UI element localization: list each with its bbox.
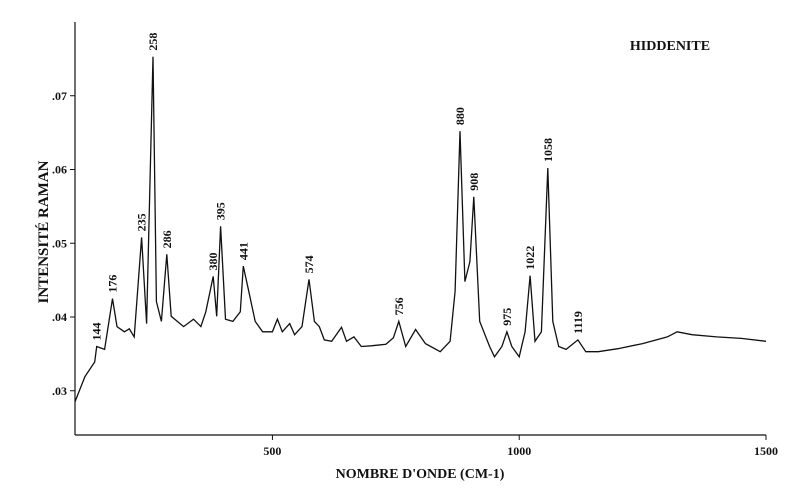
- peak-label: 258: [146, 33, 160, 51]
- peak-label: 176: [106, 275, 120, 293]
- x-axis-label: NOMBRE D'ONDE (CM-1): [336, 467, 505, 482]
- y-tick-label: .03: [52, 384, 67, 398]
- peak-label: 441: [236, 242, 250, 260]
- peak-label: 380: [206, 252, 220, 270]
- peak-label: 144: [90, 323, 104, 341]
- x-tick-label: 1000: [507, 444, 531, 458]
- peak-label: 756: [392, 297, 406, 315]
- peak-label: 880: [453, 107, 467, 125]
- y-tick-label: .06: [52, 163, 67, 177]
- peak-label: 975: [500, 308, 514, 326]
- peak-label: 395: [214, 202, 228, 220]
- x-tick-label: 500: [263, 444, 281, 458]
- peak-label: 1119: [571, 311, 585, 334]
- peak-label: 1022: [523, 246, 537, 270]
- y-axis-label: INTENSITÉ RAMAN: [35, 160, 52, 303]
- peak-label: 286: [160, 230, 174, 248]
- y-tick-label: .04: [52, 310, 67, 324]
- peak-label: 1058: [541, 138, 555, 162]
- y-tick-label: .05: [52, 236, 67, 250]
- peak-label: 908: [467, 173, 481, 191]
- y-tick-label: .07: [52, 89, 67, 103]
- peak-label: 574: [302, 255, 316, 273]
- spectrum-line: [74, 56, 767, 403]
- x-tick-label: 1500: [754, 444, 778, 458]
- chart-title: HIDDENITE: [630, 39, 710, 54]
- peak-label: 235: [135, 213, 149, 231]
